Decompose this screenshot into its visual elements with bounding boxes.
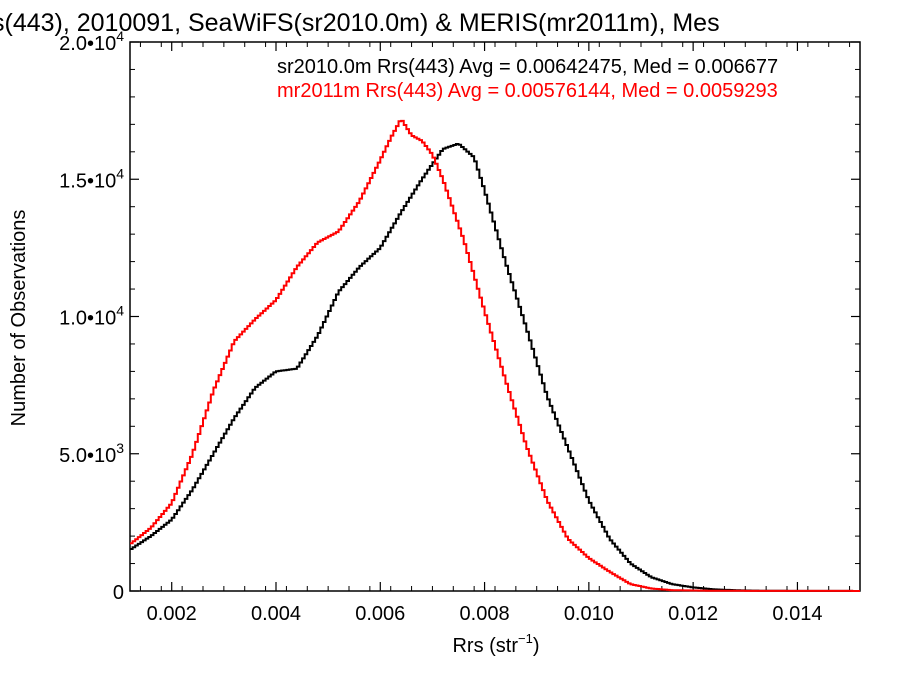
plot-area (129, 41, 861, 592)
x-tick-label: 0.010 (564, 603, 614, 625)
plot-frame (129, 41, 861, 592)
y-tick-label: 5.0•103 (59, 440, 124, 467)
x-tick-label: 0.012 (668, 603, 718, 625)
x-tick-label: 0.002 (147, 603, 197, 625)
y-tick-label: 2.0•104 (59, 28, 124, 55)
series-line-sr2010.0m (130, 143, 860, 592)
x-tick-label: 0.014 (772, 603, 822, 625)
series-group (130, 119, 860, 592)
x-tick-label: 0.006 (355, 603, 405, 625)
chart-title: s(443), 2010091, SeaWiFS(sr2010.0m) & ME… (0, 9, 720, 37)
stats-text-mr2011: mr2011m Rrs(443) Avg = 0.00576144, Med =… (277, 80, 778, 102)
series-line-mr2011m (130, 119, 860, 592)
y-axis: 0 5.0•103 1.0•104 1.5•104 2.0•104 (59, 28, 860, 604)
y-axis-label: Number of Observations (8, 210, 30, 427)
y-tick-label: 1.5•104 (59, 165, 124, 192)
x-axis-label: Rrs (str−1) (452, 631, 539, 657)
x-axis: 0.002 0.004 0.006 0.008 0.010 0.012 0.014 (139, 42, 851, 625)
y-tick-label: 0 (113, 582, 124, 604)
x-tick-label: 0.004 (251, 603, 301, 625)
x-tick-label: 0.008 (460, 603, 510, 625)
y-tick-label: 1.0•104 (59, 303, 124, 330)
stats-text-sr2010: sr2010.0m Rrs(443) Avg = 0.00642475, Med… (277, 56, 778, 78)
